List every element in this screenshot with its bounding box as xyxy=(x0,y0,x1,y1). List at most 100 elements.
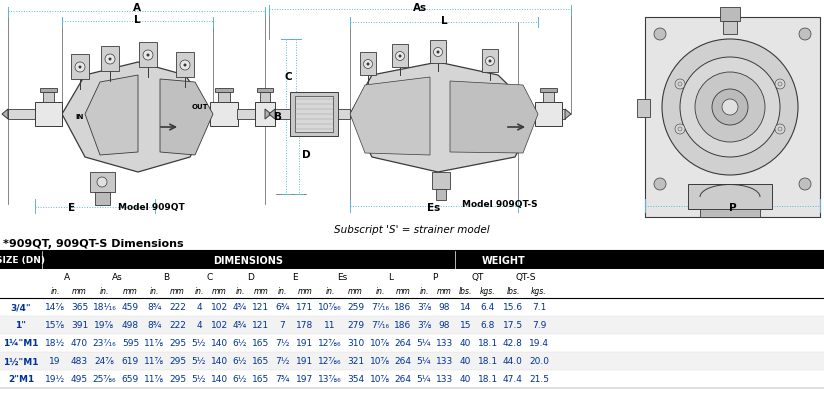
Text: 659: 659 xyxy=(122,375,139,384)
Text: L: L xyxy=(388,272,394,281)
Bar xyxy=(538,110,565,120)
Circle shape xyxy=(654,179,666,191)
Polygon shape xyxy=(565,110,571,120)
Text: 18.1: 18.1 xyxy=(478,357,498,366)
Bar xyxy=(540,89,557,93)
Text: 14: 14 xyxy=(460,303,471,312)
Text: 121: 121 xyxy=(252,321,269,330)
Circle shape xyxy=(722,100,738,116)
Bar xyxy=(260,93,270,103)
Text: 7½: 7½ xyxy=(275,339,290,348)
Bar xyxy=(0,284,824,298)
Text: kgs.: kgs. xyxy=(480,287,496,296)
Circle shape xyxy=(775,80,785,90)
Bar xyxy=(213,110,238,120)
Bar xyxy=(535,103,562,127)
Bar xyxy=(139,43,157,68)
Text: 391: 391 xyxy=(71,321,88,330)
Bar xyxy=(71,55,89,80)
Circle shape xyxy=(367,63,369,66)
Text: 42.8: 42.8 xyxy=(503,339,523,348)
Text: 1": 1" xyxy=(16,321,26,330)
Text: 595: 595 xyxy=(122,339,139,348)
Text: E: E xyxy=(68,202,76,213)
Text: 7½: 7½ xyxy=(275,357,290,366)
Text: 191: 191 xyxy=(297,357,314,366)
Text: 295: 295 xyxy=(169,375,186,384)
Polygon shape xyxy=(265,110,271,120)
Text: 11⅞: 11⅞ xyxy=(144,339,165,348)
Text: 13⅞₆: 13⅞₆ xyxy=(318,375,342,384)
Bar xyxy=(95,193,110,205)
Text: 178: 178 xyxy=(297,321,314,330)
Text: 4¾: 4¾ xyxy=(233,303,247,312)
Bar xyxy=(720,8,740,22)
Text: in.: in. xyxy=(278,287,288,296)
Text: 295: 295 xyxy=(169,339,186,348)
Text: 3⅞: 3⅞ xyxy=(417,321,431,330)
Text: in.: in. xyxy=(236,287,245,296)
Text: D: D xyxy=(247,272,255,281)
Circle shape xyxy=(695,73,765,143)
Bar xyxy=(723,22,737,35)
Text: 498: 498 xyxy=(122,321,139,330)
Text: 18.1: 18.1 xyxy=(478,339,498,348)
Text: 495: 495 xyxy=(71,375,88,384)
Text: in.: in. xyxy=(50,287,59,296)
Text: 44.0: 44.0 xyxy=(503,357,523,366)
Text: 133: 133 xyxy=(436,339,453,348)
Text: 19: 19 xyxy=(49,357,61,366)
Text: As: As xyxy=(111,272,123,281)
Text: mm: mm xyxy=(254,287,269,296)
Text: 2"M1: 2"M1 xyxy=(8,375,34,384)
Text: SIZE (DN): SIZE (DN) xyxy=(0,256,45,265)
Text: P: P xyxy=(728,202,737,213)
Text: L: L xyxy=(133,15,140,25)
Text: mm: mm xyxy=(170,287,185,296)
Text: 40: 40 xyxy=(460,375,471,384)
Text: 18½: 18½ xyxy=(44,339,65,348)
Text: 354: 354 xyxy=(347,375,364,384)
Text: 165: 165 xyxy=(252,375,269,384)
Text: 17.5: 17.5 xyxy=(503,321,523,330)
Text: 5½: 5½ xyxy=(192,339,206,348)
Text: kgs.: kgs. xyxy=(531,287,547,296)
Bar xyxy=(392,45,408,68)
Text: in.: in. xyxy=(325,287,335,296)
Text: Es: Es xyxy=(337,272,348,281)
Bar xyxy=(700,209,760,218)
Bar xyxy=(295,97,333,133)
Bar xyxy=(0,352,824,370)
Text: A: A xyxy=(63,272,69,281)
Text: A: A xyxy=(133,3,141,13)
Text: in.: in. xyxy=(419,287,428,296)
Text: lbs.: lbs. xyxy=(459,287,472,296)
Text: 222: 222 xyxy=(169,303,186,312)
Text: Subscript 'S' = strainer model: Subscript 'S' = strainer model xyxy=(335,225,489,234)
Bar xyxy=(35,103,62,127)
Circle shape xyxy=(396,52,405,61)
Text: 40: 40 xyxy=(460,357,471,366)
Text: mm: mm xyxy=(123,287,138,296)
Text: 133: 133 xyxy=(436,375,453,384)
Text: C: C xyxy=(206,272,213,281)
Text: 18¹⁄₁₆: 18¹⁄₁₆ xyxy=(92,303,116,312)
Circle shape xyxy=(147,54,149,57)
Text: L: L xyxy=(441,16,447,26)
Text: C: C xyxy=(284,72,292,82)
Polygon shape xyxy=(85,76,138,155)
Bar xyxy=(237,110,265,120)
Bar xyxy=(338,110,350,120)
Text: 6.4: 6.4 xyxy=(481,303,495,312)
Text: QT: QT xyxy=(471,272,484,281)
Text: 5½: 5½ xyxy=(192,375,206,384)
Text: B: B xyxy=(274,112,282,122)
Text: mm: mm xyxy=(348,287,363,296)
Circle shape xyxy=(105,55,115,65)
Text: 121: 121 xyxy=(252,303,269,312)
Text: 98: 98 xyxy=(438,321,450,330)
Text: 102: 102 xyxy=(211,303,228,312)
Text: 12⅞₆: 12⅞₆ xyxy=(318,357,342,366)
Text: 186: 186 xyxy=(395,303,412,312)
Text: WEIGHT: WEIGHT xyxy=(481,255,526,265)
